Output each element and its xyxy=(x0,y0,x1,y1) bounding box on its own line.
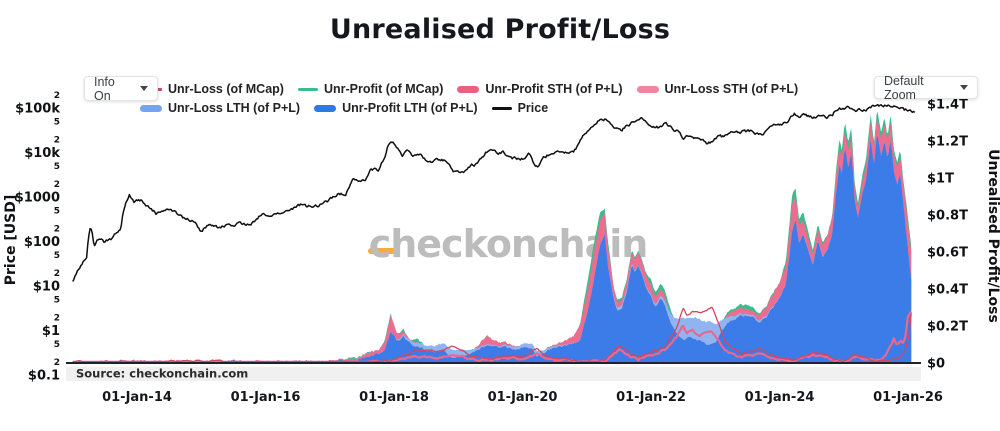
price-axis-tick-label: $10 xyxy=(33,280,60,295)
pnl-axis-tick-label: $0.4T xyxy=(927,283,968,298)
legend: Unr-Loss (of MCap) Unr-Profit (of MCap) Un… xyxy=(140,80,798,117)
legend-label: Unr-Profit STH (of P+L) xyxy=(485,82,623,96)
pnl-axis-tick-label: $1T xyxy=(927,172,954,187)
price-axis-tick-label: 2 xyxy=(54,313,60,323)
price-axis-tick-label: 2 xyxy=(54,224,60,234)
zoom-preset-dropdown-button[interactable]: Default Zoom xyxy=(874,73,978,102)
series-unr-profit-lth-area xyxy=(72,135,912,363)
price-axis-tick-label: 2 xyxy=(54,180,60,190)
pnl-axis-tick-label: $1.4T xyxy=(927,98,968,113)
legend-item[interactable]: Unr-Loss STH (of P+L) xyxy=(636,82,799,96)
legend-item[interactable]: Unr-Profit STH (of P+L) xyxy=(457,82,623,96)
zoom-dropdown-label: Default Zoom xyxy=(884,73,924,102)
pnl-axis-tick-label: $0.2T xyxy=(927,320,968,335)
series-unr-loss-sth-line xyxy=(72,311,913,363)
pnl-axis-tick-label: $0 xyxy=(927,357,945,372)
price-axis-tick-label: 2 xyxy=(54,135,60,145)
price-axis-tick-label: 2 xyxy=(54,269,60,279)
legend-label: Unr-Loss STH (of P+L) xyxy=(664,82,799,96)
price-axis-tick-label: 5 xyxy=(54,296,60,306)
legend-swatch-icon xyxy=(636,85,659,93)
x-axis-tick-label: 01-Jan-26 xyxy=(873,390,943,405)
price-axis-tick-label: $10k xyxy=(24,146,60,161)
price-axis-tick-label: $0.1 xyxy=(28,369,60,384)
x-axis-tick-label: 01-Jan-24 xyxy=(745,390,815,405)
price-axis-tick-label: $100k xyxy=(15,102,60,117)
price-axis-tick-label: $1000 xyxy=(15,191,60,206)
price-axis-tick-label: 5 xyxy=(54,162,60,172)
dropdown-caret-icon xyxy=(140,86,148,91)
legend-swatch-icon xyxy=(491,106,512,110)
price-axis-title: Price [USD] xyxy=(3,195,19,286)
legend-item[interactable]: Price xyxy=(491,101,549,115)
price-axis-tick-label: 5 xyxy=(54,340,60,350)
legend-item[interactable]: Unr-Profit LTH (of P+L) xyxy=(314,101,478,115)
page-title: Unrealised Profit/Loss xyxy=(329,14,671,45)
price-axis-tick-label: 5 xyxy=(54,251,60,261)
pnl-axis-tick-label: $1.2T xyxy=(927,135,968,150)
x-axis-tick-label: 01-Jan-22 xyxy=(616,390,686,405)
info-dropdown-label: Info On xyxy=(94,74,115,103)
legend-label: Unr-Profit (of MCap) xyxy=(323,82,444,96)
source-label: Source: checkonchain.com xyxy=(76,367,248,381)
legend-item[interactable]: Unr-Profit (of MCap) xyxy=(297,82,444,96)
legend-label: Unr-Loss (of MCap) xyxy=(168,82,284,96)
legend-item[interactable]: Unr-Loss (of MCap) xyxy=(153,82,284,96)
legend-label: Unr-Loss LTH (of P+L) xyxy=(168,101,301,115)
legend-swatch-icon xyxy=(314,104,337,112)
x-axis-tick-label: 01-Jan-18 xyxy=(359,390,429,405)
price-axis-tick-label: $1 xyxy=(42,324,60,339)
legend-swatch-icon xyxy=(457,85,480,93)
info-dropdown-button[interactable]: Info On xyxy=(84,74,158,103)
price-axis-tick-label: 5 xyxy=(54,118,60,128)
pnl-axis-tick-label: $0.8T xyxy=(927,209,968,224)
source-strip xyxy=(66,367,921,381)
legend-label: Unr-Profit LTH (of P+L) xyxy=(342,101,478,115)
x-axis-tick-label: 01-Jan-20 xyxy=(488,390,558,405)
legend-row: Unr-Loss LTH (of P+L) Unr-Profit LTH (of … xyxy=(140,99,798,117)
price-axis-tick-label: 2 xyxy=(54,91,60,101)
price-axis-tick-label: $100 xyxy=(24,235,60,250)
x-axis-tick-label: 01-Jan-14 xyxy=(102,390,172,405)
pnl-axis-title: Unrealised Profit/Loss xyxy=(985,149,1000,323)
series-unr-loss-mcap-line xyxy=(72,306,912,363)
legend-item[interactable]: Unr-Loss LTH (of P+L) xyxy=(140,101,300,115)
dropdown-caret-icon xyxy=(960,85,968,90)
price-axis-tick-label: 2 xyxy=(54,358,60,368)
x-axis-tick-label: 01-Jan-16 xyxy=(231,390,301,405)
price-axis-tick-label: 5 xyxy=(54,207,60,217)
legend-swatch-icon xyxy=(140,104,162,112)
legend-row: Unr-Loss (of MCap) Unr-Profit (of MCap) Un… xyxy=(153,80,798,98)
legend-swatch-icon xyxy=(297,87,318,91)
legend-label: Price xyxy=(517,101,549,115)
series-price-line xyxy=(72,103,916,282)
watermark-underscore-icon xyxy=(368,248,398,254)
pnl-axis-tick-label: $0.6T xyxy=(927,246,968,261)
